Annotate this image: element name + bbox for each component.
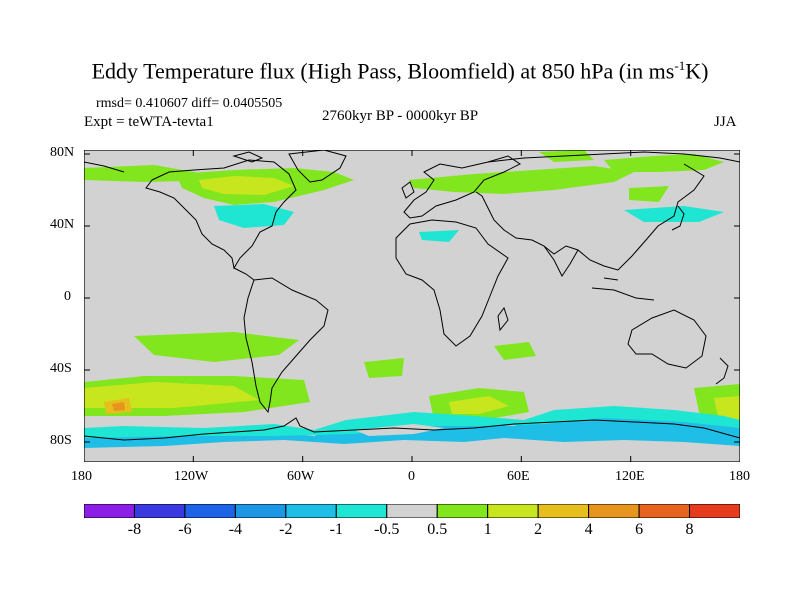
colorbar-swatch: [537, 504, 590, 518]
colorbar-swatch: [487, 504, 539, 518]
anomaly-region: [419, 230, 459, 242]
colorbar-swatch: [588, 504, 640, 518]
colorbar-label: 4: [584, 521, 593, 538]
lat-tick-label: 80N: [50, 145, 75, 160]
colorbar-swatch: [638, 504, 691, 518]
lon-tick-label: 60W: [287, 469, 315, 484]
lat-tick-label: 40N: [50, 217, 75, 232]
colorbar-label: -4: [228, 521, 243, 538]
colorbar-label: -8: [127, 521, 142, 538]
coastline-south-america: [243, 277, 329, 414]
anomaly-region: [134, 332, 299, 362]
coastline-africa: [395, 219, 509, 347]
anomaly-region: [409, 166, 634, 194]
experiment-label: Expt = teWTA-tevta1: [84, 114, 214, 130]
coastlines: [84, 150, 740, 441]
coastline-new-zealand: [715, 357, 729, 385]
anomaly-field: [84, 150, 740, 448]
coastline-europe: [403, 155, 521, 219]
colorbar-swatch: [184, 504, 236, 518]
anomaly-region: [354, 424, 444, 436]
anomaly-region: [84, 406, 740, 438]
anomaly-region: [199, 176, 294, 195]
coastline-indonesia: [591, 277, 655, 301]
colorbar: [84, 504, 740, 518]
anomaly-region: [214, 204, 294, 228]
anomaly-region: [604, 154, 724, 172]
colorbar-swatch: [386, 504, 438, 518]
colorbar-label: 6: [635, 521, 644, 538]
colorbar-label: 2: [534, 521, 543, 538]
lat-tick-label: 40S: [50, 361, 72, 376]
lon-tick-label: 180: [71, 469, 92, 484]
anomaly-region: [112, 402, 125, 411]
coastline-arctic-islands: [232, 151, 264, 163]
lon-tick-label: 120W: [174, 469, 209, 484]
anomaly-region: [629, 186, 669, 202]
lon-tick-label: 60E: [507, 469, 530, 484]
colorbar-label: -1: [329, 521, 343, 538]
colorbar-label: 8: [685, 521, 694, 538]
anomaly-region: [624, 206, 724, 222]
colorbar-swatch: [689, 504, 740, 518]
colorbar-swatch: [335, 504, 388, 518]
colorbar-swatch: [234, 504, 287, 518]
coastline-asia: [84, 151, 740, 271]
colorbar-swatch: [133, 504, 186, 518]
season-label: JJA: [714, 114, 737, 130]
coastline-australia: [627, 309, 707, 369]
colorbar-label: 1: [483, 521, 492, 538]
tick-marks: [84, 150, 740, 462]
anomaly-region: [364, 358, 404, 378]
colorbar-swatch: [285, 504, 337, 518]
lat-tick-label: 0: [64, 289, 71, 304]
lon-tick-label: 180: [729, 469, 750, 484]
colorbar-label: -0.5: [374, 521, 400, 538]
colorbar-label: -6: [178, 521, 192, 538]
coastline-japan: [671, 205, 685, 231]
colorbar-label: -2: [279, 521, 293, 538]
colorbar-label: 0.5: [427, 521, 448, 538]
coastline-north-america: [145, 159, 297, 270]
colorbar-swatch: [84, 504, 135, 518]
lon-tick-label: 120E: [615, 469, 645, 484]
coastline-british-isles: [401, 181, 415, 199]
coastline-central-america: [233, 267, 255, 281]
colorbar-swatch: [436, 504, 489, 518]
lat-tick-label: 80S: [50, 433, 72, 448]
coastline-madagascar: [497, 306, 509, 332]
coastline-india: [543, 245, 579, 277]
anomaly-region: [494, 342, 536, 360]
coastline-antarctica: [84, 417, 740, 441]
anomaly-region: [449, 396, 509, 414]
coastline-greenland: [288, 150, 347, 183]
stats-label: rmsd= 0.410607 diff= 0.0405505: [96, 96, 283, 111]
period-label: 2760kyr BP - 0000kyr BP: [322, 108, 479, 124]
map-panel: [84, 150, 740, 462]
figure-title: Eddy Temperature flux (High Pass, Bloomf…: [91, 58, 709, 84]
lon-tick-label: 0: [408, 469, 415, 484]
